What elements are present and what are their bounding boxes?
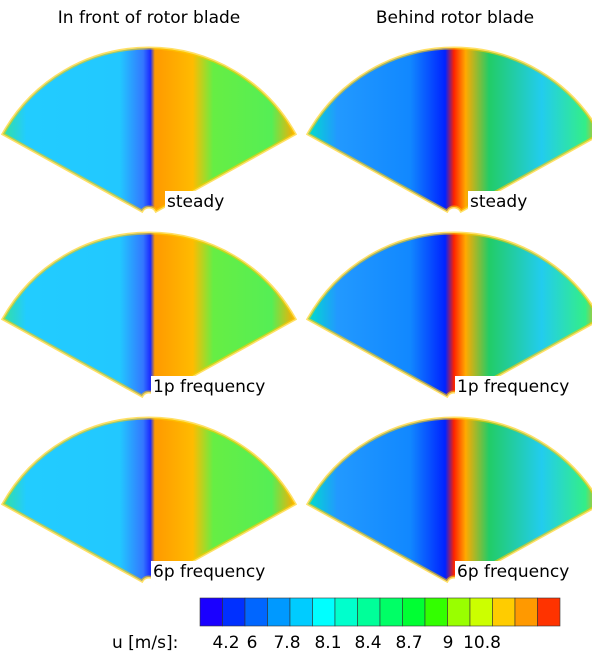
field-edge <box>305 46 592 214</box>
contour-field <box>307 48 592 212</box>
colorbar: u [m/s]: 4.2 6 7.8 8.1 8.4 8.7 9 10.8 <box>112 597 561 653</box>
colorbar-swatch <box>447 597 471 627</box>
row-label: 6p frequency <box>153 562 265 582</box>
label-background <box>468 191 530 213</box>
label-background <box>165 191 227 213</box>
label-background <box>455 561 572 583</box>
colorbar-swatch <box>357 597 381 627</box>
colorbar-tick-label: 7.8 <box>273 633 300 653</box>
colorbar-swatch <box>334 597 358 627</box>
colorbar-swatch <box>514 597 538 627</box>
colorbar-swatch <box>537 597 561 627</box>
colorbar-tick-label: 4.2 <box>212 633 239 653</box>
colorbar-swatch <box>379 597 403 627</box>
colorbar-tick-label: 9 <box>443 633 454 653</box>
colorbar-swatch <box>492 597 516 627</box>
contour-field <box>307 418 592 582</box>
colorbar-swatch <box>424 597 448 627</box>
colorbar-swatch <box>244 597 268 627</box>
colorbar-tick-label: 10.8 <box>463 633 501 653</box>
label-background <box>151 376 268 398</box>
colorbar-tick-label: 8.4 <box>354 633 381 653</box>
row-label: steady <box>470 192 527 212</box>
colorbar-tick-label: 8.1 <box>314 633 341 653</box>
colorbar-label: u [m/s]: <box>112 633 178 653</box>
colorbar-swatch <box>469 597 493 627</box>
row-label: 6p frequency <box>457 562 569 582</box>
column-title: Behind rotor blade <box>376 8 534 28</box>
colorbar-swatch <box>222 597 246 627</box>
field-edge <box>0 46 298 214</box>
row-label: 1p frequency <box>457 377 569 397</box>
contour-field <box>2 418 296 582</box>
row-label: 1p frequency <box>153 377 265 397</box>
contour-field <box>2 233 296 397</box>
label-background <box>151 561 268 583</box>
contour-field <box>307 233 592 397</box>
colorbar-swatch <box>402 597 426 627</box>
colorbar-swatch <box>312 597 336 627</box>
row-label: steady <box>167 192 224 212</box>
colorbar-swatch <box>289 597 313 627</box>
contour-plots: steady steady 1p frequency 1p frequency 6p f… <box>0 46 592 584</box>
colorbar-swatch <box>267 597 291 627</box>
contour-field <box>2 48 296 212</box>
colorbar-tick-label: 6 <box>247 633 258 653</box>
colorbar-tick-label: 8.7 <box>395 633 422 653</box>
column-titles: In front of rotor blade Behind rotor bla… <box>58 8 534 28</box>
column-title: In front of rotor blade <box>58 8 240 28</box>
label-background <box>455 376 572 398</box>
colorbar-swatch <box>199 597 223 627</box>
